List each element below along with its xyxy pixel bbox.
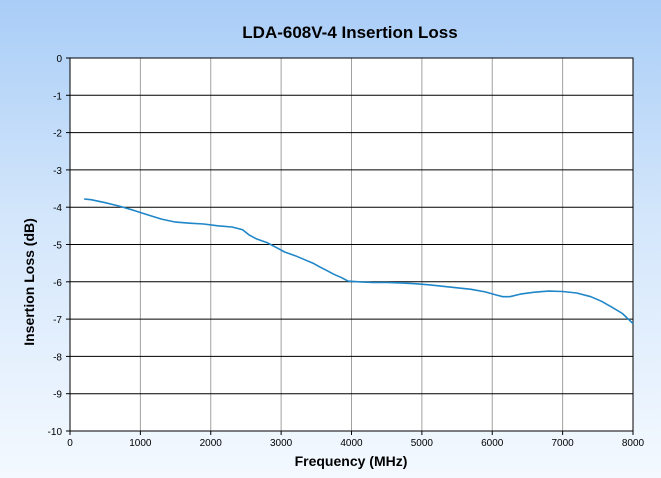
y-tick-label: -9: [53, 390, 62, 401]
y-tick-label: -6: [53, 278, 62, 289]
x-tick-label: 7000: [552, 438, 575, 449]
x-tick-label: 6000: [481, 438, 504, 449]
y-tick-label: -2: [53, 129, 62, 140]
y-tick-label: 0: [56, 54, 62, 65]
x-tick-label: 0: [67, 438, 73, 449]
y-tick-label: -3: [53, 166, 62, 177]
x-tick-label: 8000: [622, 438, 645, 449]
y-axis-label: Insertion Loss (dB): [21, 218, 37, 346]
x-tick-label: 2000: [200, 438, 223, 449]
x-tick-label: 1000: [129, 438, 152, 449]
y-tick-label: -8: [53, 352, 62, 363]
x-tick-label: 4000: [340, 438, 363, 449]
y-tick-label: -5: [53, 241, 62, 252]
y-tick-label: -1: [53, 91, 62, 102]
y-tick-label: -7: [53, 315, 62, 326]
chart-title: LDA-608V-4 Insertion Loss: [242, 23, 457, 42]
x-tick-label: 5000: [411, 438, 434, 449]
x-tick-label: 3000: [270, 438, 293, 449]
series-line: [84, 198, 634, 325]
x-axis-label: Frequency (MHz): [295, 453, 408, 469]
plot-area: 0 1000 2000 3000 4000 5000 6000 7000 8000 0 -1 -2 -3…: [48, 54, 645, 449]
y-tick-label: -10: [48, 427, 63, 438]
y-tick-label: -4: [53, 203, 62, 214]
